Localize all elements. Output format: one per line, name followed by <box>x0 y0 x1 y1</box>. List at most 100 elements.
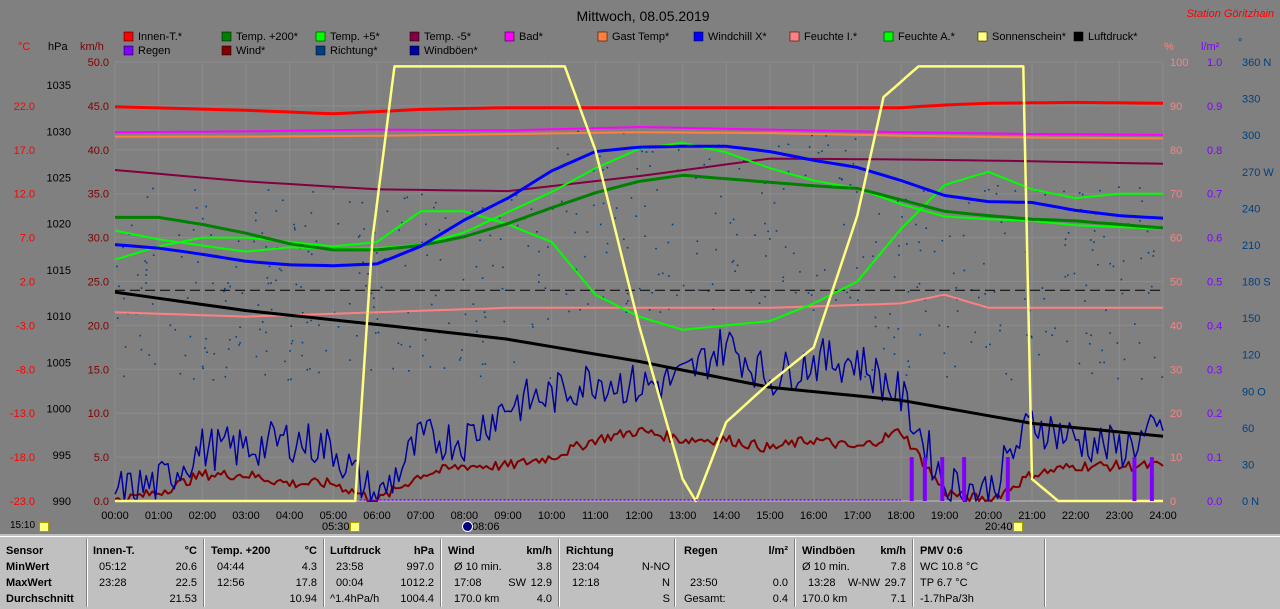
series-line <box>114 126 1164 136</box>
wind-direction-dot <box>1030 335 1033 338</box>
wind-direction-dot <box>636 167 639 170</box>
wind-direction-dot <box>708 158 711 160</box>
legend-swatch <box>123 31 134 42</box>
temp-tick-label: -23.0 <box>10 496 35 508</box>
wind-direction-dot <box>270 282 272 284</box>
wind-direction-dot <box>403 197 406 200</box>
percent-tick-label: 10 <box>1170 452 1182 464</box>
wind-direction-dot <box>849 296 852 299</box>
wind-direction-dot <box>1064 238 1067 240</box>
legend-swatch <box>315 31 326 42</box>
wind-direction-dot <box>309 367 311 370</box>
wind-direction-dot <box>1109 262 1112 265</box>
stats-temp200-max-time: 12:56 <box>217 577 245 589</box>
wind-direction-dot <box>349 359 351 361</box>
pressure-tick-label: 1030 <box>47 126 71 138</box>
rain-bar <box>922 457 927 501</box>
wind-direction-dot <box>668 308 670 310</box>
wind-direction-dot <box>116 265 118 268</box>
pressure-unit-label: hPa <box>48 41 68 53</box>
wind-direction-dot <box>1146 230 1149 233</box>
speed-tick-label: 10.0 <box>88 408 109 420</box>
wind-direction-dot <box>265 331 267 334</box>
wind-direction-dot <box>481 363 484 366</box>
wind-direction-dot <box>1112 265 1115 268</box>
stats-temp200-min-value: 4.3 <box>301 561 317 573</box>
wind-direction-dot <box>736 233 738 236</box>
wind-direction-dot <box>1038 353 1040 356</box>
wind-direction-dot <box>301 341 304 344</box>
series-line <box>114 293 1163 318</box>
pressure-tick-label: 1005 <box>47 357 71 369</box>
speed-tick-label: 0.0 <box>94 496 109 508</box>
wind-direction-dot <box>357 236 360 238</box>
wind-direction-dot <box>481 277 484 279</box>
pressure-tick-label: 1015 <box>47 265 71 277</box>
wind-direction-dot <box>291 340 294 342</box>
divider <box>558 539 560 607</box>
wind-direction-dot <box>227 282 229 284</box>
wind-direction-dot <box>655 247 657 250</box>
stats-pmv-windchill: WC 10.8 °C <box>920 561 979 573</box>
wind-direction-dot <box>408 369 410 372</box>
wind-direction-dot <box>732 218 735 221</box>
wind-direction-dot <box>898 254 900 256</box>
wind-direction-dot <box>225 366 228 369</box>
wind-direction-dot <box>538 274 540 276</box>
speed-tick-label: 5.0 <box>94 452 109 464</box>
rain-tick-label: 0.9 <box>1207 101 1222 113</box>
series-line <box>115 131 1164 140</box>
wind-direction-dot <box>712 308 715 311</box>
wind-direction-dot <box>259 328 261 331</box>
stats-regen-title: Regen <box>684 545 718 557</box>
x-tick-label: 00:00 <box>101 510 129 522</box>
wind-direction-dot <box>380 286 383 289</box>
wind-direction-dot <box>808 146 811 148</box>
wind-direction-dot <box>300 286 302 288</box>
wind-direction-dot <box>462 278 465 281</box>
stats-richtung-max-value: N <box>662 577 670 589</box>
direction-tick-label: 210 <box>1242 240 1260 252</box>
wind-direction-dot <box>946 375 948 378</box>
x-tick-label: 11:00 <box>582 510 609 522</box>
wind-direction-dot <box>1138 187 1141 189</box>
x-tick-label: 02:00 <box>189 510 217 522</box>
percent-tick-label: 90 <box>1170 101 1182 113</box>
percent-tick-label: 60 <box>1170 233 1182 245</box>
wind-direction-dot <box>481 340 484 343</box>
divider <box>1044 539 1046 607</box>
wind-direction-dot <box>898 245 900 247</box>
wind-direction-dot <box>918 282 921 285</box>
stats-windboeen-max-value: 29.7 <box>884 577 906 589</box>
wind-direction-dot <box>212 282 214 285</box>
stats-richtung-min-value: N-NO <box>641 561 670 573</box>
percent-tick-label: 50 <box>1170 277 1182 289</box>
rain-tick-label: 0.7 <box>1207 189 1222 201</box>
wind-direction-dot <box>711 283 714 286</box>
wind-direction-dot <box>667 241 670 244</box>
wind-direction-dot <box>574 231 576 234</box>
wind-direction-dot <box>370 292 373 295</box>
wind-direction-dot <box>363 228 366 230</box>
wind-direction-dot <box>782 280 784 282</box>
wind-direction-dot <box>501 287 504 290</box>
wind-direction-dot <box>318 324 320 327</box>
wind-direction-dot <box>750 291 753 294</box>
weather-chart: Mittwoch, 08.05.2019 Station Göritzhain … <box>0 0 1280 534</box>
stats-luftdruck-avg-value: 1004.4 <box>400 593 434 605</box>
wind-direction-dot <box>586 303 589 305</box>
wind-direction-dot <box>434 294 437 297</box>
wind-direction-dot <box>915 223 917 226</box>
wind-direction-dot <box>184 354 187 357</box>
stats-windboeen-avg-label: Ø 10 min. <box>802 561 850 573</box>
wind-direction-dot <box>584 255 586 258</box>
wind-direction-dot <box>1105 309 1107 312</box>
wind-direction-dot <box>560 200 563 203</box>
stats-wind-max-value: 12.9 <box>530 577 552 589</box>
direction-tick-label: 270 W <box>1242 167 1274 179</box>
wind-direction-dot <box>189 335 192 338</box>
wind-direction-dot <box>794 291 797 294</box>
legend-label: Feuchte I.* <box>804 31 858 43</box>
x-tick-label: 04:00 <box>276 510 304 522</box>
temp-tick-label: 22.0 <box>14 101 35 113</box>
